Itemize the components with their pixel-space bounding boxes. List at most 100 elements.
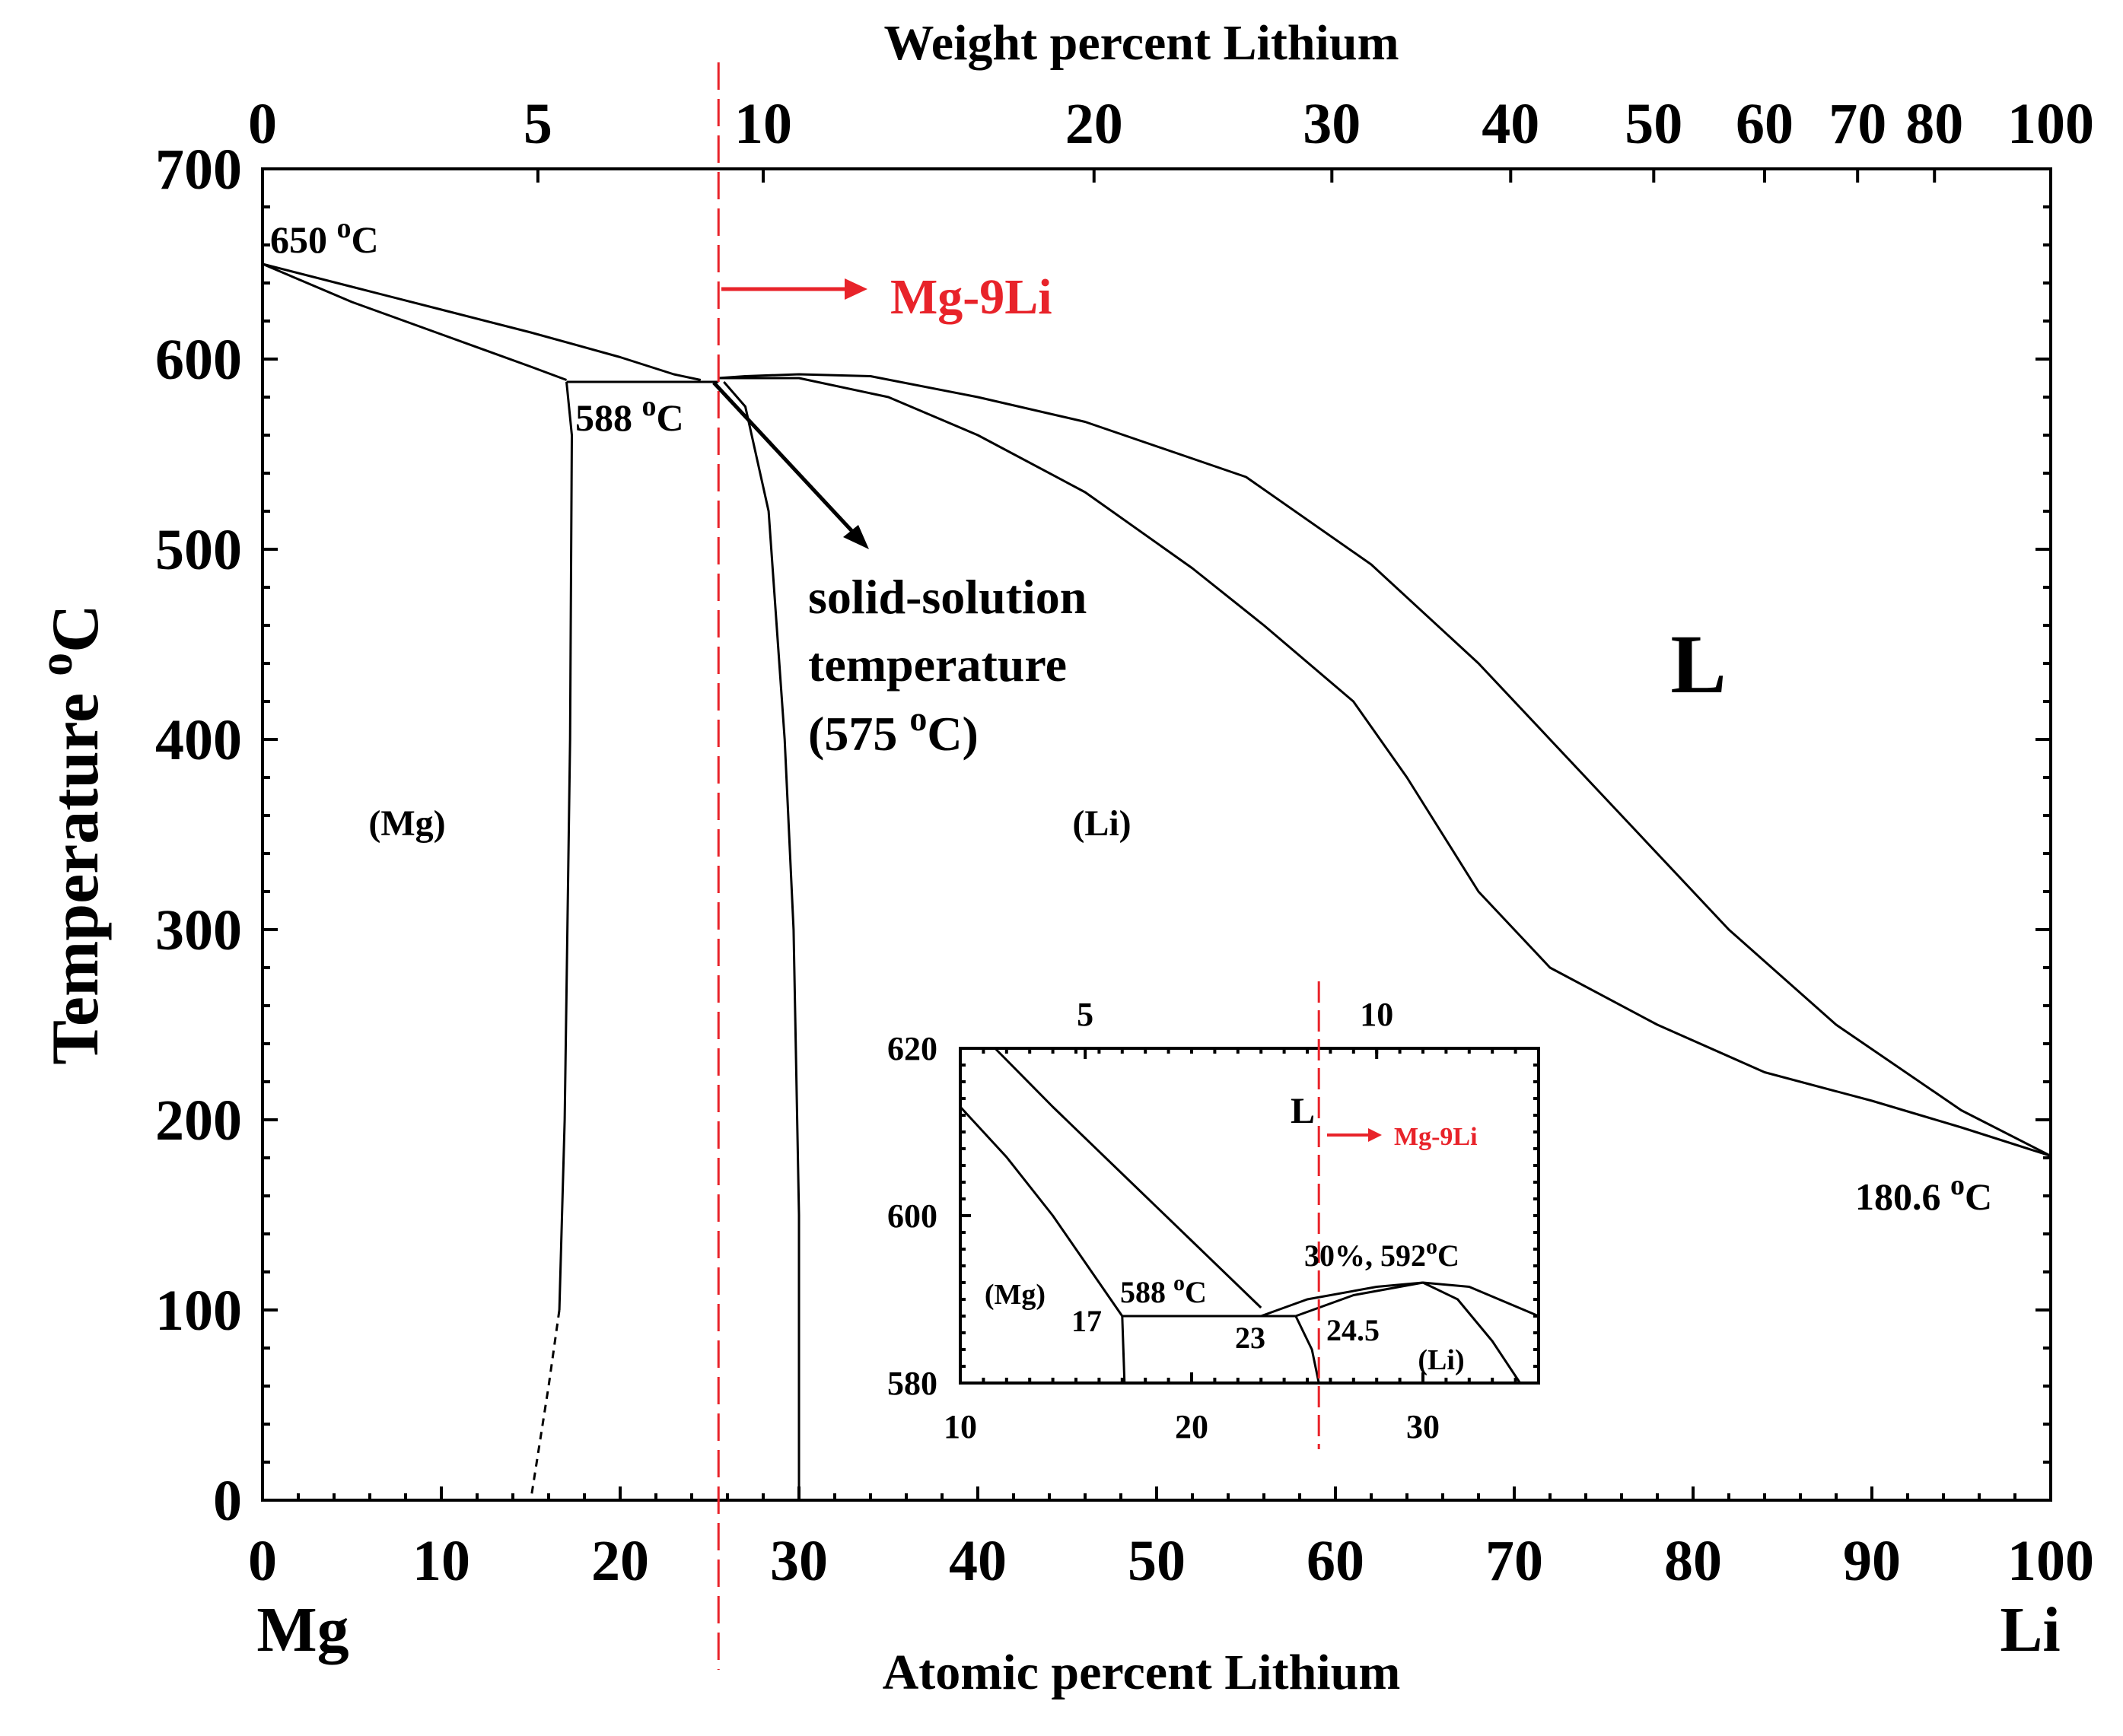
curve-solidus-mg-side [262, 262, 568, 381]
inset-liquid-label: L [1291, 1091, 1315, 1131]
left-element-label: Mg [256, 1595, 349, 1665]
inset-ticks: 10 20 30 580 600 620 5 10 [887, 996, 1540, 1445]
inset-y-tick-label-1: 600 [887, 1197, 937, 1235]
top-tick-label-9: 80 [1905, 92, 1963, 156]
solid-solution-line3: (575 oC) [808, 699, 979, 761]
li-melting-sup: o [1950, 1169, 1965, 1201]
inset-region-li-label: (Li) [1418, 1344, 1464, 1376]
x-tick-label-10: 100 [2007, 1529, 2094, 1593]
top-tick-label-6: 50 [1625, 92, 1682, 156]
inset-mg9li-arrow-head [1368, 1128, 1382, 1142]
x-tick-label-0: 0 [248, 1529, 277, 1593]
top-tick-label-2: 10 [734, 92, 792, 156]
top-axis-title: Weight percent Lithium [883, 15, 1399, 71]
y-axis-title-sup: o [30, 653, 82, 676]
inset-top-tick-label-0: 5 [1077, 996, 1093, 1033]
eutectic-label: 588 oC [575, 390, 684, 439]
region-liquid-label: L [1670, 618, 1726, 711]
solid-solution-arrow-shaft [712, 381, 860, 539]
solid-solution-arrow-head [843, 525, 869, 549]
inset-x-tick-label-0: 10 [944, 1408, 977, 1445]
inset-x-tick-label-1: 20 [1175, 1408, 1208, 1445]
inset-y-tick-label-2: 620 [887, 1030, 937, 1067]
inset-curve-inset-solvus-li [1294, 1315, 1320, 1384]
y-axis-title-text: Temperature oC [30, 604, 113, 1064]
top-tick-label-8: 70 [1829, 92, 1886, 156]
eutectic-unit: C [657, 396, 684, 439]
eutectic-sup: o [642, 390, 657, 422]
inset-curves [959, 1047, 1539, 1384]
inset-eutectic-label: 588 oC [1120, 1270, 1207, 1309]
inset-plot: 10 20 30 580 600 620 5 10 Mg-9Li L (Mg) (Li) 17… [887, 981, 1540, 1449]
x-tick-label-4: 40 [949, 1529, 1007, 1593]
inset-max-sup: o [1426, 1234, 1437, 1259]
solid-solution-value: (575 [808, 707, 909, 761]
x-tick-label-7: 70 [1485, 1529, 1543, 1593]
inset-curve-inset-solidus-li [1295, 1281, 1521, 1384]
curve-solvus-li [723, 381, 801, 1500]
main-ticks: 0 10 20 30 40 50 60 70 80 90 100010020030040050060… [155, 92, 2094, 1593]
curve-solvus-mg-dashed [530, 1309, 561, 1501]
top-tick-label-10: 100 [2007, 92, 2094, 156]
inset-eutectic-value: 588 [1120, 1275, 1173, 1309]
inset-top-tick-label-1: 10 [1360, 996, 1393, 1033]
inset-y-tick-label-0: 580 [887, 1365, 937, 1402]
curve-liquidus-li-side [718, 373, 2051, 1157]
x-tick-label-2: 20 [591, 1529, 649, 1593]
mg-melting-sup: o [337, 212, 352, 244]
region-li-label: (Li) [1072, 803, 1131, 844]
mg-melting-value: 650 [270, 218, 337, 261]
y-axis-title-main: Temperature [39, 676, 113, 1065]
mg9li-label: Mg-9Li [890, 269, 1052, 325]
li-melting-value: 180.6 [1855, 1175, 1950, 1218]
y-tick-label-6: 600 [155, 328, 242, 392]
top-tick-label-4: 30 [1303, 92, 1361, 156]
y-tick-label-5: 500 [155, 518, 242, 582]
inset-curve-inset-liquidus-mg [994, 1047, 1262, 1309]
y-tick-label-0: 0 [213, 1469, 242, 1533]
region-mg-label: (Mg) [368, 803, 445, 844]
mg-melting-label: 650 oC [270, 212, 379, 261]
top-tick-label-3: 20 [1065, 92, 1123, 156]
inset-curve-inset-solidus-mg [959, 1105, 1124, 1317]
inset-x-tick-label-2: 30 [1406, 1408, 1440, 1445]
bottom-axis-title: Atomic percent Lithium [883, 1645, 1401, 1700]
main-curves [262, 262, 2051, 1501]
x-tick-label-5: 50 [1128, 1529, 1186, 1593]
inset-comp-17-label: 17 [1071, 1304, 1102, 1338]
x-tick-label-3: 30 [770, 1529, 828, 1593]
inset-eutectic-unit: C [1185, 1275, 1207, 1309]
x-tick-label-9: 90 [1843, 1529, 1901, 1593]
curve-solidus-li-side [718, 377, 2051, 1157]
inset-eutectic-sup: o [1173, 1270, 1185, 1296]
y-tick-label-4: 400 [155, 708, 242, 772]
y-axis-title: Temperature oC [30, 604, 113, 1064]
inset-comp-24-5-label: 24.5 [1326, 1313, 1380, 1347]
x-tick-label-6: 60 [1307, 1529, 1364, 1593]
eutectic-value: 588 [575, 396, 642, 439]
inset-mg9li-label: Mg-9Li [1394, 1123, 1478, 1151]
x-tick-label-1: 10 [412, 1529, 470, 1593]
inset-max-value: 30%, 592 [1304, 1238, 1426, 1273]
inset-region-mg-label: (Mg) [985, 1279, 1046, 1311]
inset-curve-inset-liquidus-li [1260, 1281, 1539, 1318]
solid-solution-arrow [712, 381, 869, 549]
y-tick-label-2: 200 [155, 1089, 242, 1153]
top-tick-label-5: 40 [1482, 92, 1539, 156]
solid-solution-sup: o [909, 699, 927, 738]
solid-solution-line1: solid-solution [808, 570, 1087, 624]
main-axes: 0 10 20 30 40 50 60 70 80 90 100010020030040050060… [155, 92, 2094, 1593]
mg9li-arrow [721, 278, 867, 300]
inset-mg9li-arrow [1327, 1128, 1382, 1142]
curve-liquidus-mg-side [262, 262, 702, 381]
li-melting-label: 180.6 oC [1855, 1169, 1992, 1218]
inset-max-unit: C [1437, 1238, 1459, 1273]
solid-solution-line2: temperature [808, 637, 1067, 692]
mg-melting-unit: C [352, 218, 379, 261]
inset-max-label: 30%, 592oC [1304, 1234, 1459, 1273]
inset-background [960, 1048, 1539, 1383]
y-tick-label-7: 700 [155, 138, 242, 202]
solid-solution-unit: C) [927, 707, 979, 761]
mg9li-arrow-head [845, 278, 867, 300]
top-tick-label-7: 60 [1736, 92, 1794, 156]
